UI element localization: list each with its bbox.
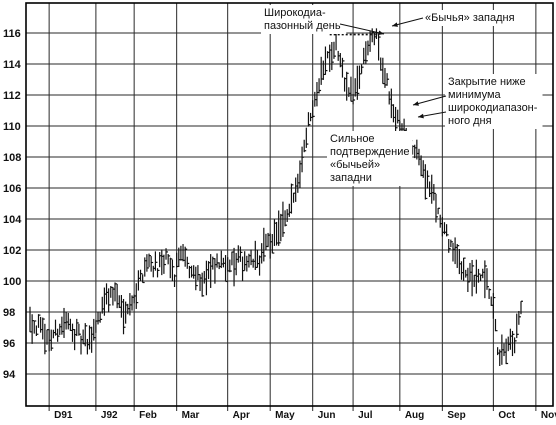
y-tick-label: 108 <box>3 152 21 164</box>
y-tick-label: 116 <box>3 28 21 40</box>
annotation-text: Широкодиа- <box>264 7 326 19</box>
annotation-text: ного дня <box>448 115 492 127</box>
annotation-bullish-gap: «Бычья» западня <box>391 10 520 27</box>
y-tick-label: 112 <box>3 90 21 102</box>
annotation-text: «Бычья» западня <box>425 12 515 24</box>
y-tick-label: 98 <box>3 307 15 319</box>
y-tick-label: 104 <box>3 214 22 226</box>
annotation-text: минимума <box>448 89 502 101</box>
price-bars <box>29 28 523 366</box>
x-tick-label: Mar <box>182 410 200 421</box>
y-axis-labels: 94 96 98 100 102 104 106 108 110 112 114 116 <box>3 28 22 381</box>
annotation-text: широкодиапазон- <box>448 102 538 114</box>
arrow-head <box>418 113 424 119</box>
annotation-text: Закрытие ниже <box>448 76 526 88</box>
y-tick-label: 100 <box>3 276 21 288</box>
x-tick-label: J92 <box>101 410 118 421</box>
y-tick-label: 94 <box>3 369 16 381</box>
annotation-text: подтверждение <box>330 146 409 158</box>
x-tick-label: Aug <box>405 410 424 421</box>
annotation-text: Сильное <box>330 133 375 145</box>
y-tick-label: 110 <box>3 121 21 133</box>
x-tick-label: Nov <box>541 410 556 421</box>
y-tick-label: 96 <box>3 338 15 350</box>
y-tick-label: 114 <box>3 59 22 71</box>
annotation-close-below: Закрытие нижеминимумаширокодиапазон-ного… <box>412 74 543 129</box>
annotation-background <box>445 74 543 129</box>
arrow-head <box>378 30 384 36</box>
annotation-text: «бычьей» <box>330 159 380 171</box>
annotation-text: западни <box>330 172 372 184</box>
annotation-text: пазонный день <box>264 20 341 32</box>
annotation-arrow <box>412 95 447 106</box>
annotation-background <box>422 10 520 26</box>
annotation-background <box>327 131 413 186</box>
x-tick-label: Jun <box>318 410 336 421</box>
x-tick-label: Jul <box>358 410 373 421</box>
y-tick-label: 106 <box>3 183 21 195</box>
x-tick-label: Apr <box>233 410 250 421</box>
annotation-wide-range-day: Широкодиа-пазонный день <box>261 5 385 36</box>
x-tick-label: Feb <box>139 410 157 421</box>
arrow-head <box>413 101 419 106</box>
arrow-head <box>392 22 398 27</box>
x-axis-labels: D91 J92 Feb Mar Apr May Jun Jul Aug Sep Oct Nov <box>54 410 556 421</box>
x-tick-label: Sep <box>447 410 465 421</box>
x-tick-label: Oct <box>498 410 515 421</box>
annotation-background <box>261 5 347 34</box>
annotations: Широкодиа-пазонный день «Бычья» западня За… <box>261 5 543 186</box>
chart-grid <box>26 3 553 411</box>
x-tick-label: D91 <box>54 410 73 421</box>
y-tick-label: 102 <box>3 245 21 257</box>
x-tick-label: May <box>275 410 295 421</box>
plot-frame <box>25 2 554 407</box>
annotation-arrow <box>339 23 385 35</box>
